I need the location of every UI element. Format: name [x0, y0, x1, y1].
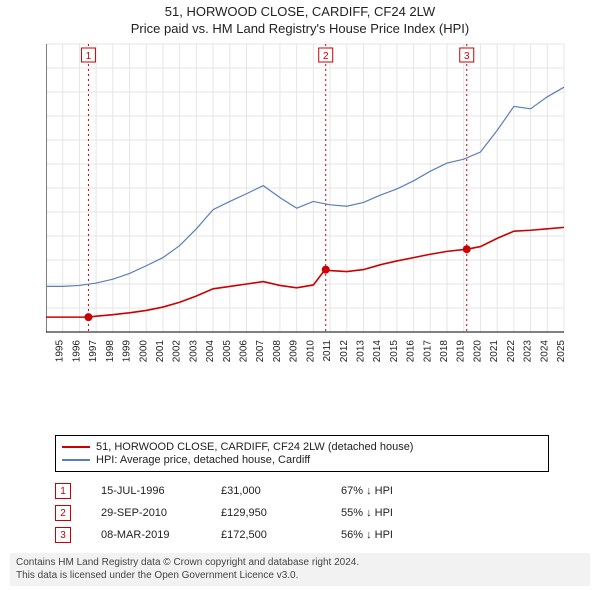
footer-line: Contains HM Land Registry data © Crown c… — [16, 557, 584, 570]
svg-text:2009: 2009 — [289, 340, 300, 363]
marker-badge: 3 — [55, 527, 71, 543]
svg-text:2011: 2011 — [322, 340, 333, 362]
svg-text:1997: 1997 — [88, 340, 99, 363]
tx-price: £31,000 — [221, 485, 341, 497]
tx-price: £172,500 — [221, 529, 341, 541]
tx-date: 29-SEP-2010 — [101, 507, 221, 519]
svg-text:1999: 1999 — [122, 340, 133, 363]
svg-text:2016: 2016 — [406, 340, 417, 363]
legend-label: 51, HORWOOD CLOSE, CARDIFF, CF24 2LW (de… — [96, 441, 413, 453]
chart-title-address: 51, HORWOOD CLOSE, CARDIFF, CF24 2LW — [0, 4, 600, 19]
chart-title-desc: Price paid vs. HM Land Registry's House … — [0, 21, 600, 36]
svg-text:2022: 2022 — [506, 340, 517, 363]
svg-text:1995: 1995 — [55, 340, 66, 363]
svg-text:2012: 2012 — [339, 340, 350, 363]
svg-text:2008: 2008 — [272, 340, 283, 363]
marker-badge: 1 — [55, 483, 71, 499]
svg-text:2015: 2015 — [389, 340, 400, 363]
footer-line: This data is licensed under the Open Gov… — [16, 570, 584, 583]
svg-text:2002: 2002 — [172, 340, 183, 363]
tx-diff: 56% ↓ HPI — [341, 529, 461, 541]
svg-text:2013: 2013 — [355, 340, 366, 363]
svg-text:3: 3 — [464, 51, 470, 62]
table-row: 2 29-SEP-2010 £129,950 55% ↓ HPI — [55, 502, 461, 524]
svg-text:2000: 2000 — [138, 340, 149, 363]
legend-swatch — [62, 446, 90, 448]
legend-label: HPI: Average price, detached house, Card… — [96, 454, 310, 466]
legend-swatch — [62, 459, 90, 461]
table-row: 3 08-MAR-2019 £172,500 56% ↓ HPI — [55, 524, 461, 546]
svg-text:2019: 2019 — [456, 340, 467, 363]
svg-text:2020: 2020 — [472, 340, 483, 363]
svg-text:1: 1 — [86, 51, 92, 62]
transactions-table: 1 15-JUL-1996 £31,000 67% ↓ HPI 2 29-SEP… — [55, 480, 461, 546]
tx-diff: 67% ↓ HPI — [341, 485, 461, 497]
legend-row: HPI: Average price, detached house, Card… — [62, 454, 542, 466]
svg-text:2004: 2004 — [205, 340, 216, 363]
svg-text:2025: 2025 — [556, 340, 567, 363]
svg-text:1998: 1998 — [105, 340, 116, 363]
svg-text:2017: 2017 — [422, 340, 433, 363]
table-row: 1 15-JUL-1996 £31,000 67% ↓ HPI — [55, 480, 461, 502]
price-chart: £0£50K£100K£150K£200K£250K£300K£350K£400… — [46, 40, 576, 380]
svg-text:2010: 2010 — [305, 340, 316, 363]
svg-text:2018: 2018 — [439, 340, 450, 363]
svg-text:2014: 2014 — [372, 340, 383, 363]
tx-diff: 55% ↓ HPI — [341, 507, 461, 519]
footer-license: Contains HM Land Registry data © Crown c… — [10, 553, 590, 586]
legend: 51, HORWOOD CLOSE, CARDIFF, CF24 2LW (de… — [55, 435, 549, 472]
svg-text:2003: 2003 — [188, 340, 199, 363]
svg-text:1996: 1996 — [71, 340, 82, 363]
svg-text:2023: 2023 — [523, 340, 534, 363]
tx-date: 08-MAR-2019 — [101, 529, 221, 541]
svg-text:2021: 2021 — [489, 340, 500, 363]
svg-text:2024: 2024 — [539, 340, 550, 363]
svg-text:2: 2 — [323, 51, 329, 62]
legend-row: 51, HORWOOD CLOSE, CARDIFF, CF24 2LW (de… — [62, 441, 542, 453]
svg-text:2005: 2005 — [222, 340, 233, 363]
tx-date: 15-JUL-1996 — [101, 485, 221, 497]
svg-text:1994: 1994 — [46, 340, 49, 363]
svg-text:2006: 2006 — [239, 340, 250, 363]
svg-text:2007: 2007 — [255, 340, 266, 363]
svg-text:2001: 2001 — [155, 340, 166, 363]
marker-badge: 2 — [55, 505, 71, 521]
tx-price: £129,950 — [221, 507, 341, 519]
